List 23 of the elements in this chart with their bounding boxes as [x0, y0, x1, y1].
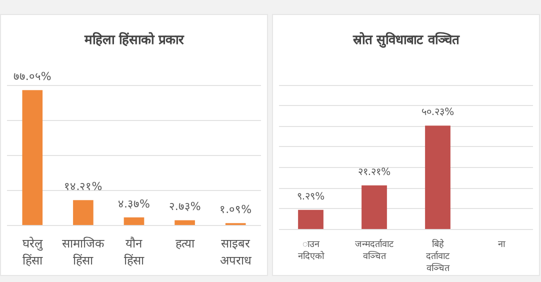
- data-label: ५०.२३%: [421, 107, 454, 118]
- x-tick-label: हत्या: [175, 236, 196, 250]
- x-tick-label: साइबर अपराध: [220, 236, 252, 268]
- bar: [124, 217, 144, 225]
- data-label: १४.२१%: [64, 180, 102, 194]
- bar: [174, 220, 195, 225]
- data-label: ९.२९%: [296, 191, 325, 202]
- x-tick-label: यौन हिंसा: [124, 236, 145, 268]
- x-tick-label: जन्मदर्तावाट वञ्चित: [354, 238, 394, 262]
- x-tick-label: सामाजिक हिंसा: [62, 236, 106, 268]
- chart-title: स्रोत सुविधाबाट वञ्चित: [352, 32, 460, 48]
- x-tick-label: घरेलु हिंसा: [22, 236, 44, 268]
- bar: [22, 90, 43, 225]
- data-label: १.०९%: [220, 203, 252, 216]
- data-label: ७७.०५%: [13, 70, 52, 84]
- data-label: ४.३७%: [118, 197, 150, 210]
- chart-title: महिला हिंसाको प्रकार: [83, 31, 185, 48]
- x-tick-label: ना: [498, 240, 506, 250]
- data-label: २.७३%: [168, 200, 201, 214]
- x-tick-label: ाउन नदिएको: [298, 240, 325, 262]
- bar: [73, 200, 94, 225]
- x-tick-label: बिहे दर्तावाट वञ्चित: [426, 238, 450, 274]
- data-label: २१.२१%: [358, 166, 391, 178]
